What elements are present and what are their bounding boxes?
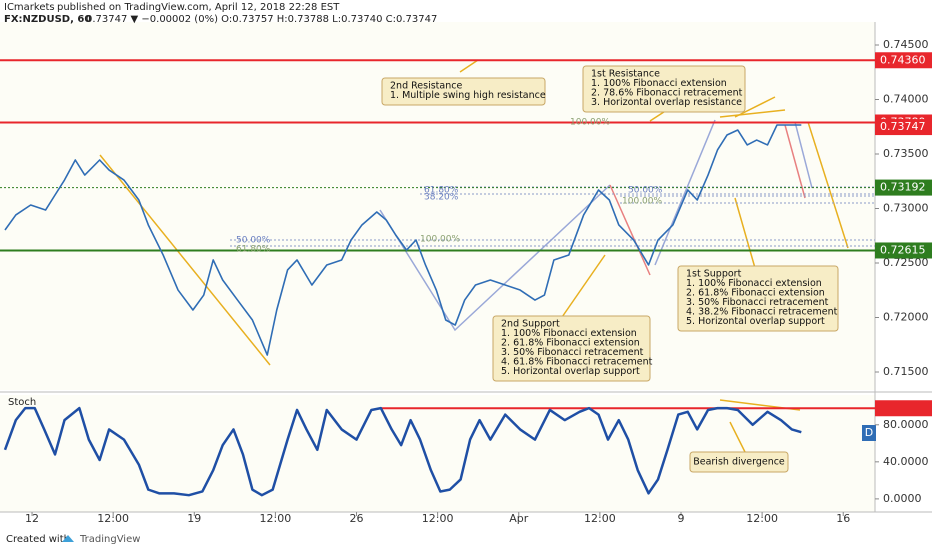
level-label-bg xyxy=(875,52,932,69)
annotation-line: 1. Multiple swing high resistance xyxy=(390,90,546,101)
x-tick-label: 12 xyxy=(25,512,39,525)
annotation-box xyxy=(677,265,839,332)
y-tick-label: 0.73500 xyxy=(883,147,929,160)
annotation-line: 2. 61.8% Fibonacci extension xyxy=(501,338,640,349)
level-label: 0.72615 xyxy=(880,243,926,256)
y-tick-label: 0.73000 xyxy=(883,202,929,215)
badge: D xyxy=(865,426,873,439)
fib-label: 61.80% xyxy=(424,186,459,196)
x-tick-label: 12:00 xyxy=(422,512,454,525)
x-tick-label: 12:00 xyxy=(584,512,616,525)
y-tick-label: 0.71500 xyxy=(883,365,929,378)
footer-created: Created with xyxy=(6,534,70,545)
x-tick-label: 16 xyxy=(836,512,850,525)
level-label: 0.73192 xyxy=(880,181,926,194)
fib-label: 61.80% xyxy=(236,245,271,255)
correction-arrows xyxy=(609,124,806,276)
level-label-bg xyxy=(875,179,932,196)
x-tick-label: 19 xyxy=(187,512,201,525)
x-tick-label: 26 xyxy=(350,512,364,525)
annotation-line: 5. Horizontal overlap support xyxy=(501,366,640,377)
y-tick-label: 0.72000 xyxy=(883,311,929,324)
panel-title: Stoch xyxy=(8,397,36,408)
symbol: FX:NZDUSD, 60 xyxy=(4,14,91,25)
annotation-title: 2nd Support xyxy=(501,319,560,330)
level-label-bg xyxy=(875,400,932,417)
annotation-line: 4. 61.8% Fibonacci retracement xyxy=(501,357,653,368)
annotation-box xyxy=(381,77,546,106)
x-tick-label: 12:00 xyxy=(746,512,778,525)
annotation-line: 5. Horizontal overlap support xyxy=(686,316,825,327)
x-tick-label: 9 xyxy=(677,512,684,525)
y-tick-label: 80.0000 xyxy=(883,418,929,431)
fib-lines xyxy=(230,186,875,247)
annotation-box xyxy=(582,65,746,113)
level-label-bg xyxy=(875,119,932,136)
y-tick-label: 0.72500 xyxy=(883,256,929,269)
annotation-line: 3. 50% Fibonacci retracement xyxy=(501,347,644,358)
annotation-title: 1st Support xyxy=(686,269,742,280)
annotation-line: 2. 61.8% Fibonacci extension xyxy=(686,288,825,299)
y-tick-label: 0.0000 xyxy=(883,492,922,505)
annotation-line: 4. 38.2% Fibonacci retracement xyxy=(686,307,838,318)
footer-brand: TradingView xyxy=(79,534,140,545)
fib-label: 38.20% xyxy=(424,193,459,203)
y-tick-label: 40.0000 xyxy=(883,455,929,468)
x-tick-label: 12:00 xyxy=(260,512,292,525)
annotation-line: 2. 78.6% Fibonacci retracement xyxy=(591,88,743,99)
annotation-line: 1. 100% Fibonacci extension xyxy=(501,328,637,339)
price-line xyxy=(4,124,802,356)
quote: 0.73747 ▼ −0.00002 (0%) O:0.73757 H:0.73… xyxy=(86,14,437,25)
x-tick-label: Apr xyxy=(509,512,529,525)
y-tick-label: 0.74000 xyxy=(883,93,929,106)
publisher: ICmarkets xyxy=(4,2,55,13)
fib-label: 50.00% xyxy=(628,186,663,196)
fib-label: 100.00% xyxy=(622,197,662,207)
level-label-bg xyxy=(875,242,932,259)
annotation-box xyxy=(492,315,651,382)
level-label: 0.73747 xyxy=(880,120,926,133)
annotation-box xyxy=(689,451,789,473)
annotation-line: 3. Horizontal overlap resistance xyxy=(591,97,742,108)
annotation-line: 1. 100% Fibonacci extension xyxy=(591,78,727,89)
published: published on TradingView.com, April 12, … xyxy=(57,2,340,13)
level-label: 0.74360 xyxy=(880,53,926,66)
annotation-title: 2nd Resistance xyxy=(390,81,462,92)
badge-bg xyxy=(862,425,876,441)
annotation-text: Bearish divergence xyxy=(693,457,785,468)
x-tick-label: 12:00 xyxy=(97,512,129,525)
tv-logo xyxy=(62,535,74,542)
annotation-line: 3. 50% Fibonacci retracement xyxy=(686,297,829,308)
fib-label: 100.00% xyxy=(570,118,610,128)
annotation-title: 1st Resistance xyxy=(591,69,660,80)
fib-label: 50.00% xyxy=(236,236,271,246)
annotation-line: 1. 100% Fibonacci extension xyxy=(686,278,822,289)
fib-label: 100.00% xyxy=(420,235,460,245)
price-line xyxy=(3,406,802,497)
y-tick-label: 0.74500 xyxy=(883,38,929,51)
